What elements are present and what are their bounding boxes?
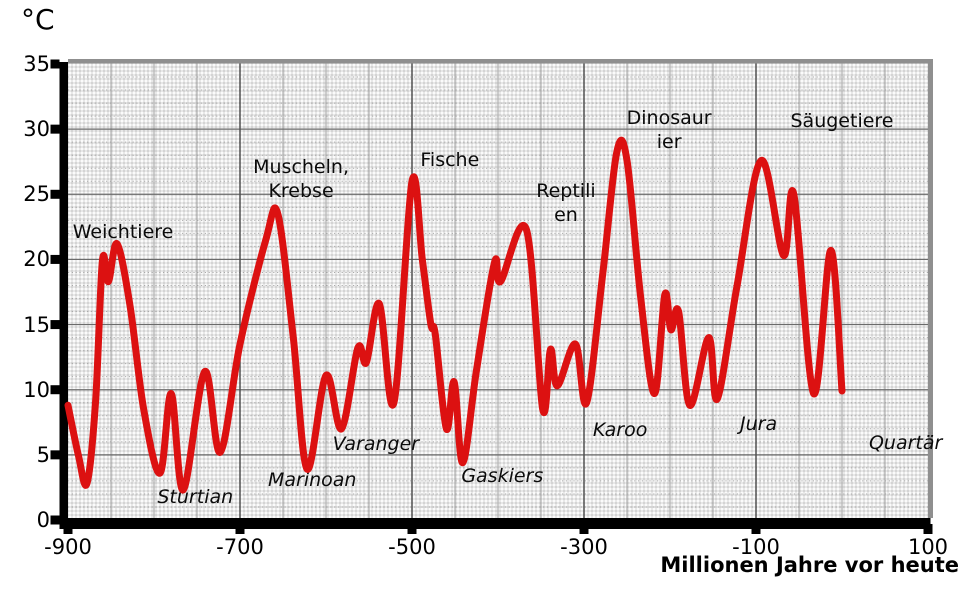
annotation-varanger: Varanger <box>332 433 420 456</box>
annotation-jura: Jura <box>740 412 778 435</box>
annotation-quartär: Quartär <box>868 432 943 455</box>
annotation-fische: Fische <box>420 149 480 172</box>
annotation-weichtiere: Weichtiere <box>72 221 174 244</box>
annotation-reptili-en: Reptili en <box>536 180 596 227</box>
annotation-karoo: Karoo <box>592 419 648 442</box>
annotation-marinoan: Marinoan <box>267 468 357 491</box>
annotation-muscheln-krebse: Muscheln, Krebse <box>253 155 349 202</box>
annotation-säugetiere: Säugetiere <box>790 110 894 133</box>
annotation-dinosaur-ier: Dinosaur ier <box>626 107 712 154</box>
annotation-sturtian: Sturtian <box>157 485 234 508</box>
annotation-gaskiers: Gaskiers <box>461 464 544 487</box>
